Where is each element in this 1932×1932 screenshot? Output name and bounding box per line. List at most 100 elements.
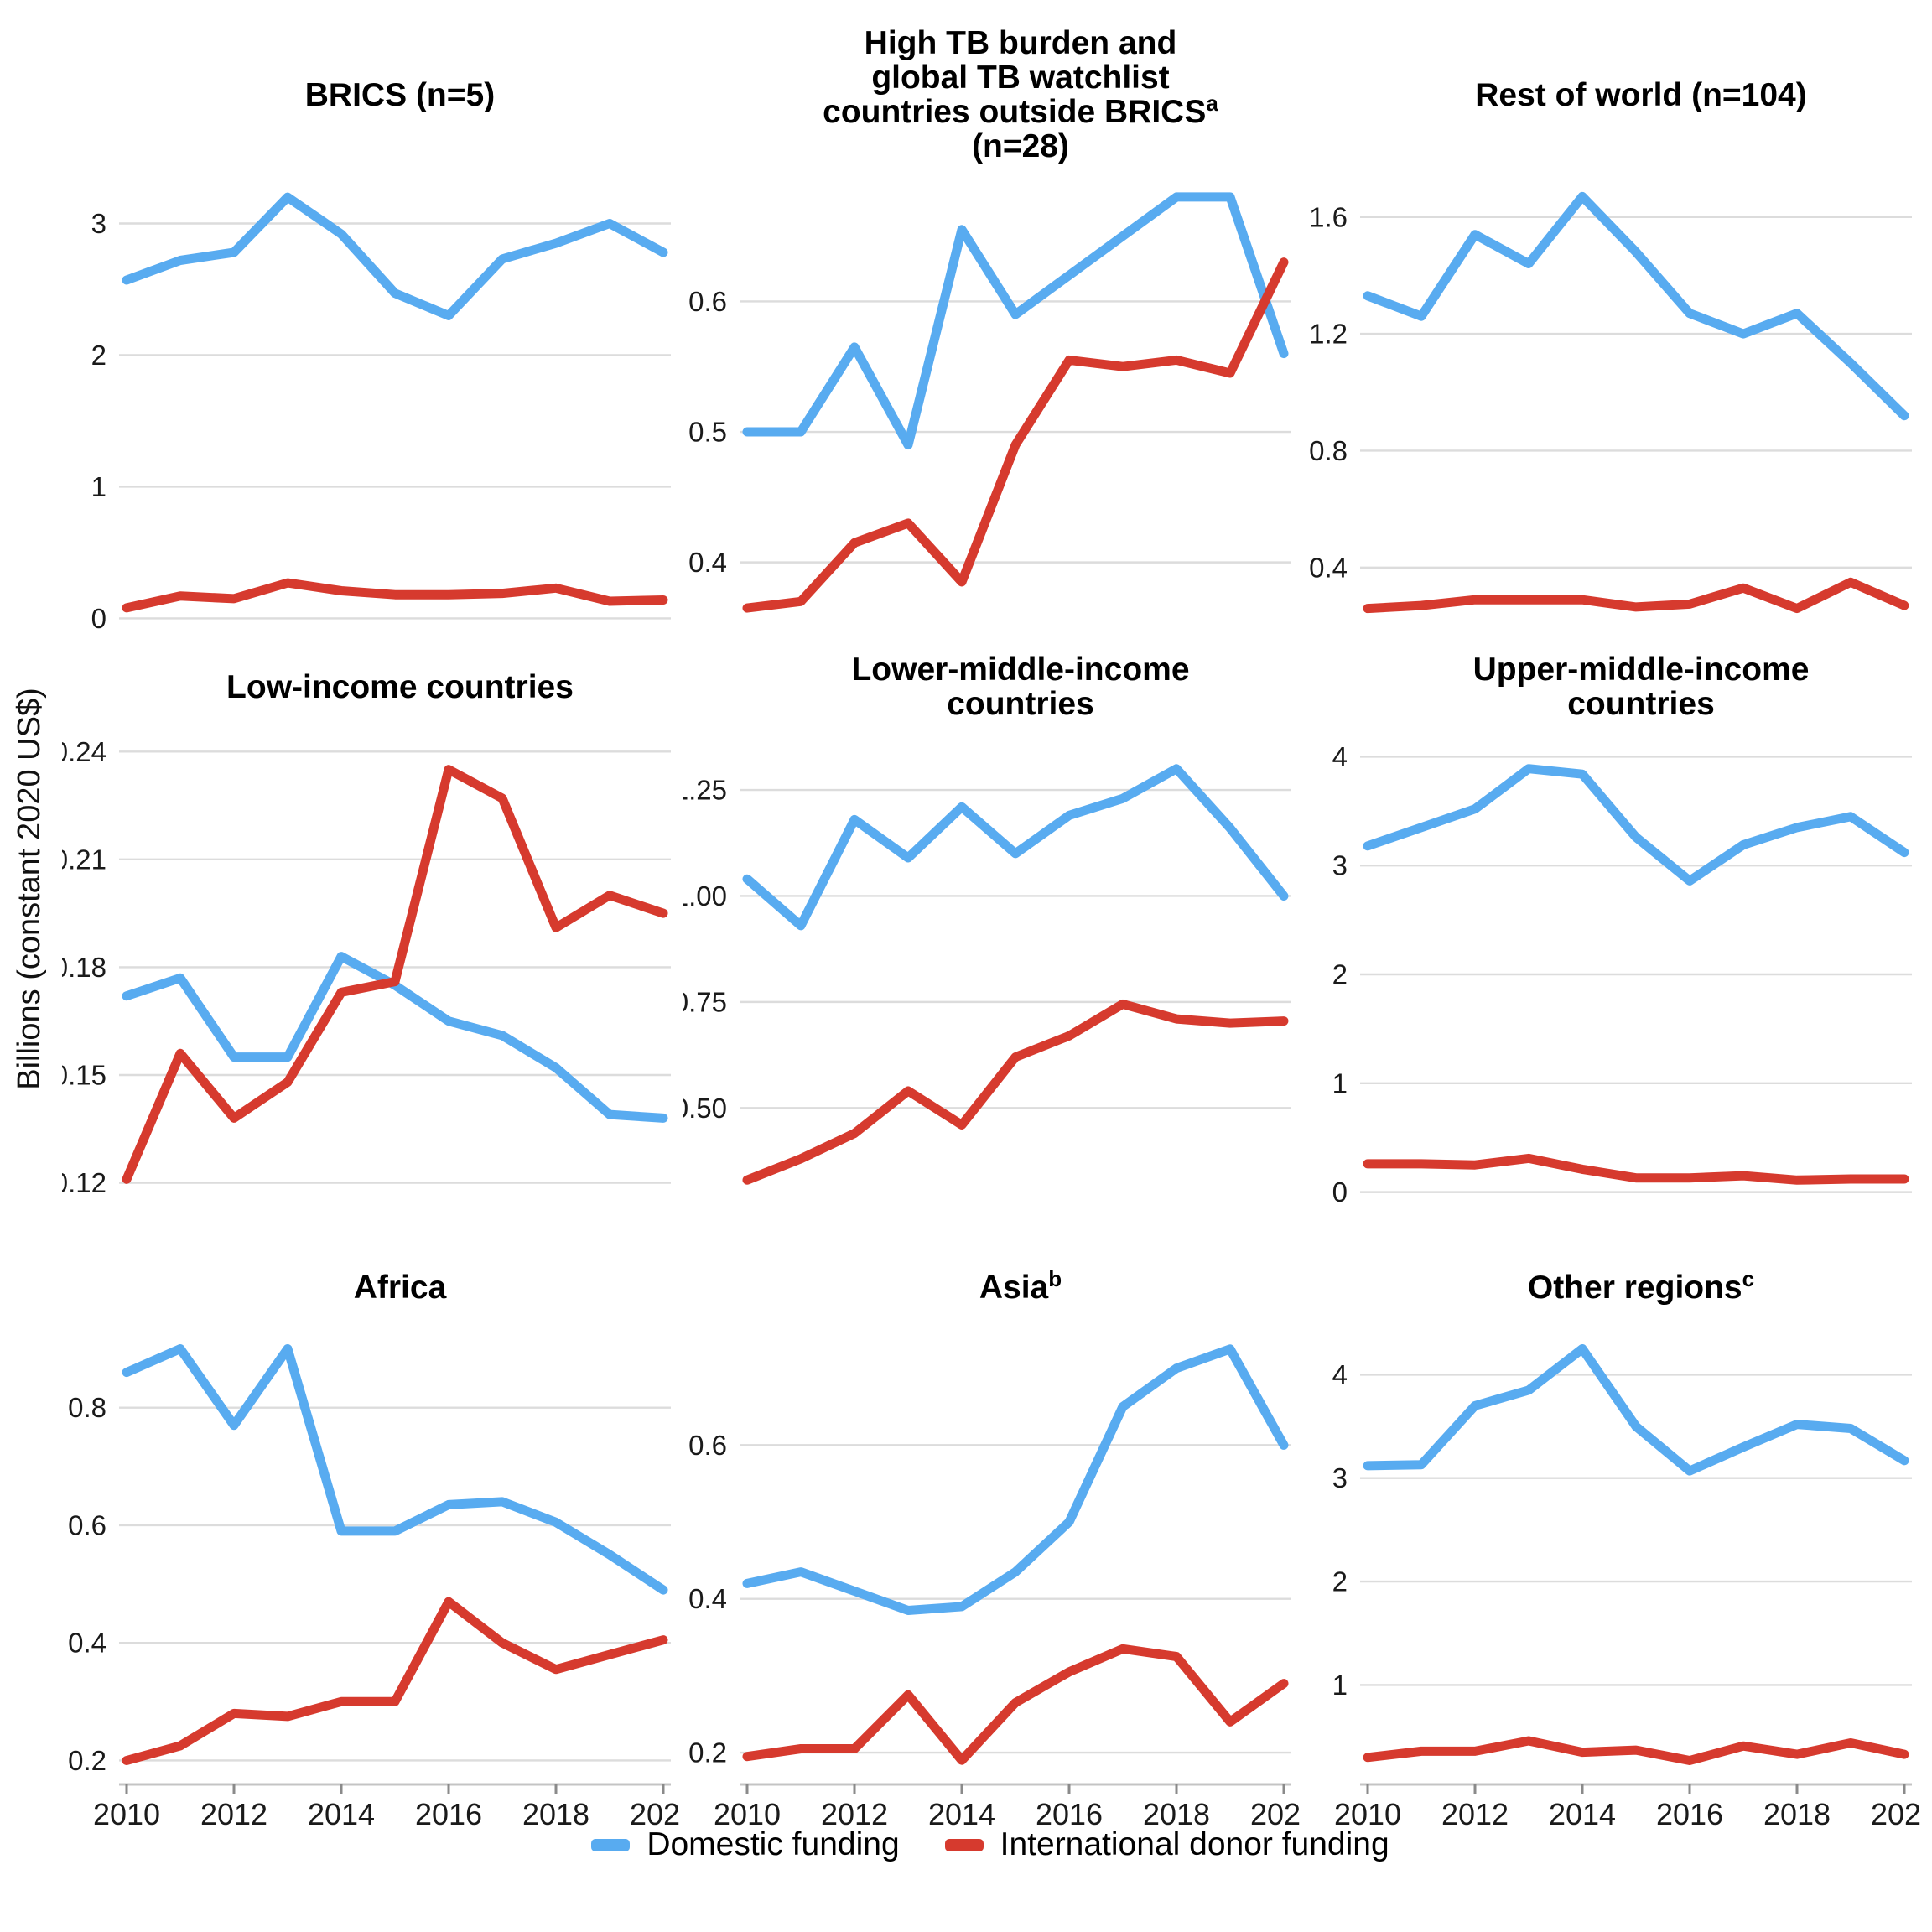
domestic-funding-line [1363, 764, 1909, 886]
international-donor-funding-line [742, 999, 1289, 1185]
x-tick-label: 2020 [1250, 1797, 1301, 1831]
y-tick-label: 0.6 [688, 286, 727, 317]
chart-title-rest-of-world: Rest of world (n=104) [1303, 23, 1922, 166]
domestic-funding-line [742, 1344, 1289, 1615]
y-tick-label: 1 [91, 471, 106, 502]
plot-high-tb-watchlist: 0.4 0.5 0.6 [688, 192, 1291, 613]
y-tick-label: 0.2 [68, 1745, 106, 1776]
plot-other-regions: 1 2 3 4 2010 2012 2014 2016 2018 2020 [1332, 1344, 1922, 1831]
plot-asia: 0.2 0.4 0.6 2010 2012 2014 2016 2018 2020 [688, 1344, 1301, 1831]
international-donor-funding-line [742, 1644, 1289, 1765]
chart-title-africa: Africa [62, 1256, 681, 1318]
y-tick-label: 0.6 [68, 1509, 106, 1540]
domestic-funding-line [742, 764, 1289, 931]
chart-title-line: countries [1567, 686, 1715, 722]
y-tick-label: 3 [1332, 1462, 1348, 1493]
y-tick-label: 1.6 [1309, 201, 1348, 232]
y-tick-label: 4 [1332, 741, 1348, 772]
chart-title-asia: Asiab [683, 1256, 1301, 1318]
plot-africa: 0.2 0.4 0.6 0.8 2010 2012 2014 2016 2018 2020 [68, 1344, 681, 1831]
y-tick-label: 0.5 [688, 417, 727, 448]
y-tick-label: 0.4 [688, 1583, 727, 1614]
x-tick-label: 2014 [308, 1797, 375, 1831]
y-tick-label: 1.25 [683, 775, 727, 806]
y-tick-label: 0.6 [688, 1430, 727, 1461]
title-superscript: c [1742, 1265, 1755, 1291]
y-tick-label: 0.75 [683, 986, 727, 1017]
chart-title-line: Rest of world (n=104) [1475, 76, 1807, 113]
y-tick-label: 2 [91, 340, 106, 371]
legend-label: Domestic funding [647, 1826, 900, 1862]
y-tick-label: 0.4 [1309, 552, 1348, 583]
legend-swatch-donor [944, 1838, 984, 1852]
chart-brics: BRICS (n=5) 0 1 2 3 [62, 23, 681, 636]
chart-title-line: Other regionsc [1527, 1265, 1755, 1306]
y-tick-label: 0.12 [62, 1167, 106, 1198]
legend-item-domestic: Domestic funding [591, 1826, 900, 1863]
chart-other-regions: Other regionsc 1 2 3 4 2010 2012 2014 2016 2018 20… [1303, 1208, 1922, 1841]
x-tick-label: 2016 [415, 1797, 482, 1831]
x-tick-label: 2018 [522, 1797, 589, 1831]
chart-title-line: Africa [353, 1269, 447, 1306]
y-tick-label: 0.8 [68, 1392, 106, 1423]
domestic-funding-line [742, 192, 1289, 450]
y-tick-label: 1.2 [1309, 319, 1348, 350]
x-tick-label: 2018 [1763, 1797, 1831, 1831]
chart-title-line: (n=28) [972, 128, 1069, 164]
domestic-funding-line [122, 1344, 668, 1595]
chart-title-line: Lower-middle-income [851, 652, 1190, 688]
international-donor-funding-line [1363, 1153, 1909, 1185]
legend: Domestic funding International donor fund… [62, 1826, 1919, 1863]
chart-upper-middle-income: Upper-middle-income countries 0 1 2 3 4 [1303, 636, 1922, 1208]
x-tick-label: 2016 [1036, 1797, 1103, 1831]
x-tick-label: 2014 [1549, 1797, 1616, 1831]
legend-label: International donor funding [1000, 1826, 1389, 1862]
plot-brics: 0 1 2 3 [91, 192, 671, 634]
international-donor-funding-line [742, 257, 1289, 613]
plot-low-income: 0.12 0.15 0.18 0.21 0.24 [62, 738, 671, 1198]
chart-title-brics: BRICS (n=5) [62, 23, 681, 166]
y-tick-label: 0.15 [62, 1060, 106, 1091]
international-donor-funding-line [122, 578, 668, 613]
charts-grid: BRICS (n=5) 0 1 2 3 High TB burden and global … [62, 23, 1922, 1841]
y-tick-label: 0.18 [62, 952, 106, 983]
y-tick-label: 0.8 [1309, 435, 1348, 466]
x-tick-label: 2012 [821, 1797, 888, 1831]
international-donor-funding-line [1363, 577, 1909, 614]
plot-lower-middle-income: 0.50 0.75 1.00 1.25 [683, 764, 1291, 1185]
x-tick-label: 2020 [1871, 1797, 1922, 1831]
chart-title-high-tb-watchlist: High TB burden and global TB watchlist cou… [683, 23, 1301, 166]
international-donor-funding-line [122, 765, 668, 1184]
chart-title-line: countries outside BRICSa [823, 91, 1218, 130]
x-tick-label: 2010 [1334, 1797, 1401, 1831]
title-superscript: b [1048, 1265, 1062, 1291]
chart-title-line: global TB watchlist [871, 60, 1170, 96]
chart-rest-of-world: Rest of world (n=104) 0.4 0.8 1.2 1.6 [1303, 23, 1922, 636]
y-tick-label: 4 [1332, 1359, 1348, 1390]
plot-upper-middle-income: 0 1 2 3 4 [1332, 741, 1912, 1208]
chart-title-line: BRICS (n=5) [304, 76, 496, 113]
chart-asia: Asiab 0.2 0.4 0.6 2010 2012 2014 2016 2018 2020 [683, 1208, 1301, 1841]
chart-title-line: countries [947, 686, 1094, 722]
domestic-funding-line [1363, 191, 1909, 421]
y-tick-label: 3 [1332, 850, 1348, 881]
international-donor-funding-line [122, 1597, 668, 1765]
legend-item-donor: International donor funding [944, 1826, 1389, 1863]
y-tick-label: 0.4 [688, 547, 727, 578]
x-tick-label: 2012 [200, 1797, 267, 1831]
domestic-funding-line [1363, 1344, 1909, 1476]
international-donor-funding-line [1363, 1736, 1909, 1765]
x-tick-label: 2016 [1656, 1797, 1723, 1831]
chart-africa: Africa 0.2 0.4 0.6 0.8 2010 2012 2014 2016 2018 20… [62, 1208, 681, 1841]
y-tick-label: 1 [1332, 1670, 1348, 1701]
y-tick-label: 0 [1332, 1176, 1348, 1208]
y-tick-label: 0.24 [62, 738, 106, 767]
y-tick-label: 3 [91, 208, 106, 239]
y-tick-label: 2 [1332, 1566, 1348, 1597]
chart-title-lower-middle-income: Lower-middle-income countries [683, 636, 1301, 738]
x-tick-label: 2010 [93, 1797, 160, 1831]
chart-title-upper-middle-income: Upper-middle-income countries [1303, 636, 1922, 738]
y-tick-label: 1 [1332, 1067, 1348, 1098]
